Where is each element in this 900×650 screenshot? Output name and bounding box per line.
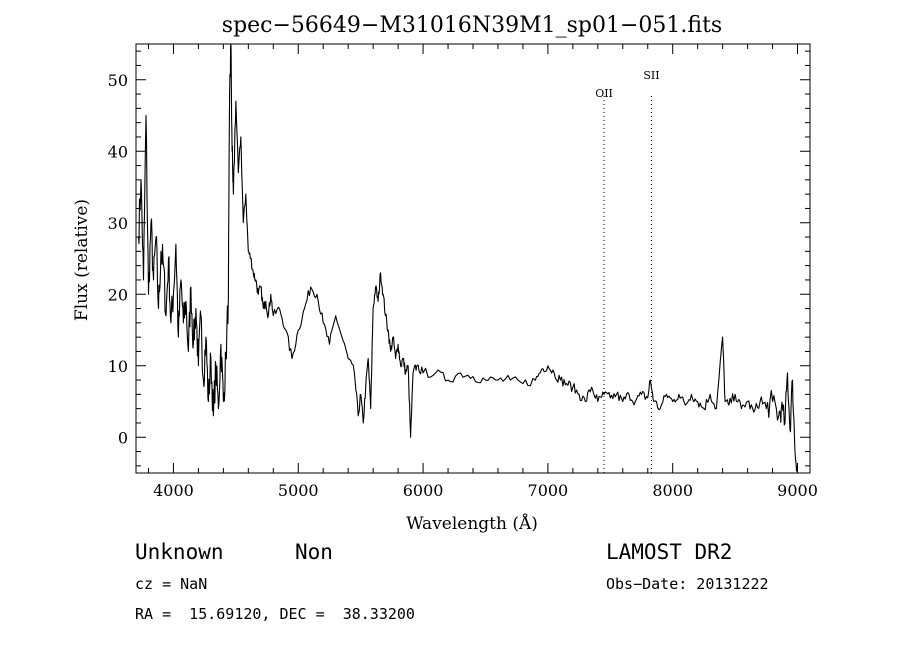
y-tick-label: 0	[118, 428, 128, 447]
line-marker-label: OII	[595, 87, 613, 100]
y-tick-label: 30	[108, 214, 128, 233]
y-tick-label: 10	[108, 357, 128, 376]
y-tick-label: 20	[108, 285, 128, 304]
x-tick-label: 8000	[652, 481, 693, 500]
x-tick-label: 6000	[403, 481, 444, 500]
line-marker-label: SII	[643, 69, 659, 82]
x-tick-label: 5000	[278, 481, 319, 500]
x-tick-label: 7000	[528, 481, 569, 500]
coordinates: RA = 15.69120, DEC = 38.33200	[135, 605, 415, 623]
plot-frame	[135, 43, 811, 474]
plot-area: 4000 5000 6000 7000 8000 9000 0 10 20 30 40 50 OII SI…	[108, 43, 818, 500]
redshift-cz: cz = NaN	[135, 575, 208, 593]
x-tick-label: 4000	[153, 481, 194, 500]
object-class: Unknown	[135, 540, 224, 564]
spectrum-line	[137, 43, 798, 472]
y-axis-label: Flux (relative)	[72, 199, 92, 321]
chart-title: spec−56649−M31016N39M1_sp01−051.fits	[222, 13, 722, 38]
x-tick-label: 9000	[777, 481, 818, 500]
survey-name: LAMOST DR2	[606, 540, 733, 564]
y-tick-label: 40	[108, 142, 128, 161]
observation-date: Obs−Date: 20131222	[606, 575, 769, 593]
y-tick-label: 50	[108, 71, 128, 90]
object-subclass: Non	[295, 540, 333, 564]
x-axis-label: Wavelength (Å)	[406, 513, 538, 534]
